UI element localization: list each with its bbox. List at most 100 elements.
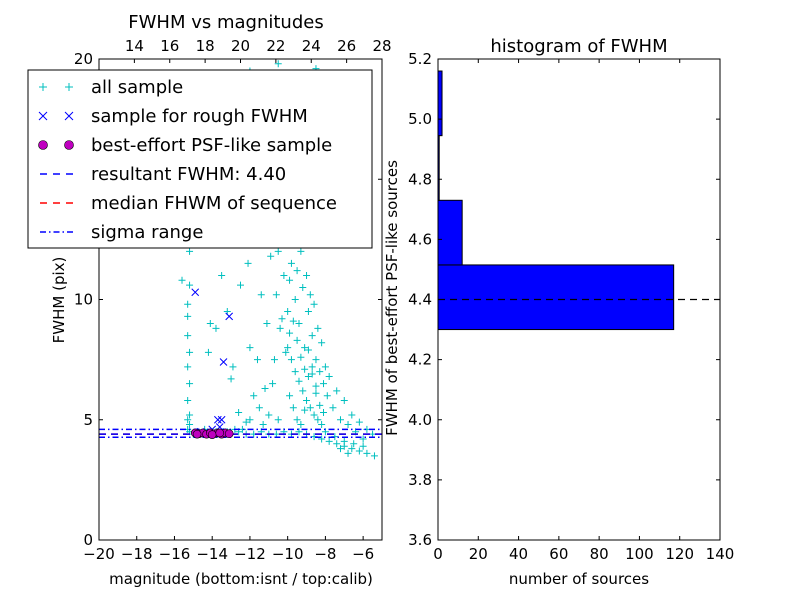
all-sample-point [344, 449, 352, 457]
all-sample-point [274, 247, 282, 255]
all-sample-point [308, 370, 316, 378]
all-sample-point [186, 247, 194, 255]
all-sample-point [299, 387, 307, 395]
all-sample-point [186, 281, 194, 289]
all-sample-point [186, 348, 194, 356]
legend-label: all sample [91, 77, 183, 98]
legend-marker [39, 83, 47, 91]
all-sample-point [297, 421, 305, 429]
y-tick-label: 5 [83, 411, 93, 429]
legend-entry: all sample [39, 77, 183, 98]
all-sample-point [333, 440, 341, 448]
scatter-plot-area [99, 60, 382, 460]
legend-label: resultant FWHM: 4.40 [91, 164, 286, 185]
all-sample-point [272, 291, 280, 299]
all-sample-point [289, 317, 297, 325]
x-tick-label: −16 [159, 545, 191, 563]
all-sample-point [325, 437, 333, 445]
all-sample-point [312, 356, 320, 364]
psf-like-point [215, 428, 225, 438]
all-sample-point [184, 397, 192, 405]
all-sample-point [318, 435, 326, 443]
all-sample-point [267, 252, 275, 260]
all-sample-point [303, 271, 311, 279]
histogram-plot-area [437, 70, 720, 331]
all-sample-point [312, 389, 320, 397]
y-tick-label: 20 [74, 50, 93, 68]
scatter-chart-title: FWHM vs magnitudes [128, 12, 323, 33]
all-sample-point [250, 392, 258, 400]
all-sample-point [297, 247, 305, 255]
all-sample-point [350, 440, 358, 448]
all-sample-point [286, 329, 294, 337]
all-sample-point [184, 363, 192, 371]
all-sample-point [184, 416, 192, 424]
y-tick-label: 4.8 [408, 170, 432, 188]
legend-marker [64, 140, 74, 150]
histogram-x-axis-label: number of sources [509, 570, 649, 588]
histogram-chart: histogram of FWHM 0 20 40 60 80 100 120 140 3.6 3… [383, 36, 734, 588]
all-sample-point [359, 442, 367, 450]
all-sample-point [369, 430, 377, 438]
all-sample-point [274, 60, 282, 68]
all-sample-point [293, 267, 301, 275]
top-tick-label: 16 [160, 37, 179, 55]
legend-marker [38, 111, 48, 121]
all-sample-point [359, 435, 367, 443]
all-sample-point [344, 421, 352, 429]
y-tick-label: 3.6 [408, 531, 432, 549]
all-sample-point [304, 346, 312, 354]
all-sample-point [312, 382, 320, 390]
all-sample-point [304, 372, 312, 380]
all-sample-point [348, 445, 356, 453]
all-sample-point [316, 401, 324, 409]
top-tick-label: 14 [125, 37, 144, 55]
histogram-bar [437, 199, 463, 266]
all-sample-point [257, 291, 265, 299]
all-sample-point [289, 404, 297, 412]
all-sample-point [318, 339, 326, 347]
all-sample-point [246, 416, 254, 424]
all-sample-point [336, 445, 344, 453]
x-tick-label: −14 [196, 545, 228, 563]
all-sample-point [340, 437, 348, 445]
all-sample-point [320, 409, 328, 417]
all-sample-point [363, 449, 371, 457]
legend-marker [65, 83, 73, 91]
all-sample-point [255, 404, 263, 412]
all-sample-point [242, 418, 250, 426]
histogram-axis-ticks: 0 20 40 60 80 100 120 140 3.6 3.8 4.0 4.2 4.4 4.6 4.8 5… [408, 50, 734, 563]
x-tick-label: −18 [121, 545, 153, 563]
top-tick-label: 18 [196, 37, 215, 55]
all-sample-point [323, 392, 331, 400]
y-tick-label: 4.2 [408, 351, 432, 369]
histogram-y-axis-label: FWHM of best-effort PSF-like sources [383, 160, 401, 436]
top-tick-label: 22 [266, 37, 285, 55]
all-sample-point [227, 375, 235, 383]
psf-like-point [224, 429, 234, 438]
all-sample-point [297, 353, 305, 361]
all-sample-point [314, 324, 322, 332]
rough-sample-point [214, 415, 222, 424]
legend-box [27, 69, 373, 249]
legend-entry: resultant FWHM: 4.40 [40, 164, 286, 185]
all-sample-point [244, 259, 252, 267]
x-tick-label: 0 [433, 545, 443, 563]
histogram-bar [437, 264, 675, 331]
all-sample-point [204, 348, 212, 356]
all-sample-point [291, 296, 299, 303]
all-sample-point [308, 363, 316, 371]
y-tick-label: 10 [74, 291, 93, 309]
all-sample-point [229, 363, 237, 371]
all-sample-point [333, 387, 341, 395]
legend-entry: sample for rough FWHM [38, 106, 308, 127]
x-tick-label: −10 [272, 545, 304, 563]
x-tick-label: 60 [549, 545, 568, 563]
all-sample-point [278, 315, 286, 323]
scatter-chart: FWHM vs magnitudes −20 −18 −16 −14 −12 −10 −8−… [27, 12, 392, 588]
all-sample-point [287, 259, 295, 267]
all-sample-point [325, 372, 333, 380]
all-sample-point [186, 380, 194, 388]
all-sample-point [237, 281, 244, 289]
histogram-bar [437, 70, 443, 137]
